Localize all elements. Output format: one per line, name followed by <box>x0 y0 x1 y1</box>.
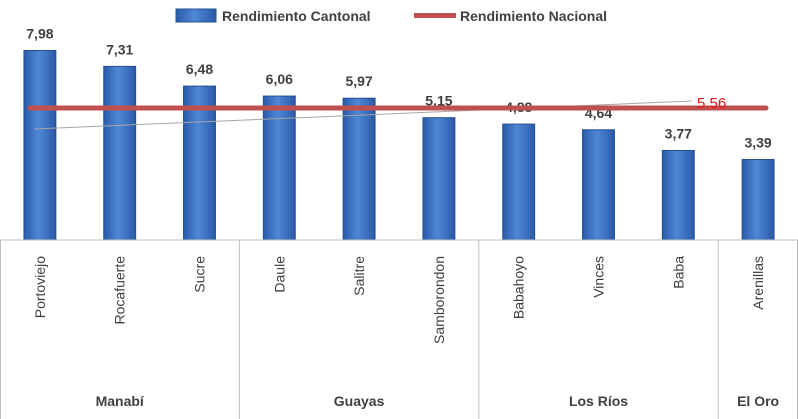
category-label-rocafuerte: Rocafuerte <box>112 256 128 325</box>
legend-label-nacional: Rendimiento Nacional <box>460 8 607 24</box>
group-label-manabí: Manabí <box>96 393 145 409</box>
category-label-vinces: Vinces <box>591 256 607 298</box>
bar-samborondon <box>422 117 456 241</box>
category-label-babahoyo: Babahoyo <box>511 256 527 319</box>
category-label-salitre: Salitre <box>351 256 367 296</box>
value-label-arenillas: 3,39 <box>744 134 771 150</box>
category-labels: Portoviejo Rocafuerte Sucre Daule Salitre Sam… <box>32 256 766 344</box>
value-label-sucre: 6,48 <box>186 61 213 77</box>
category-label-sucre: Sucre <box>192 256 208 293</box>
bar-baba <box>661 149 695 241</box>
bar-arenillas <box>741 158 775 241</box>
bars <box>23 49 775 241</box>
group-labels: Manabí Guayas Los Ríos El Oro <box>96 393 780 409</box>
reference-value-label: 5.56 <box>697 95 726 112</box>
legend-swatch-cantonal <box>175 8 217 23</box>
value-labels: 7,987,316,486,065,975,154,884,643,773,39 <box>26 25 772 150</box>
category-label-daule: Daule <box>271 256 287 293</box>
group-label-el-oro: El Oro <box>737 393 779 409</box>
category-label-samborondon: Samborondon <box>431 256 447 344</box>
value-label-rocafuerte: 7,31 <box>106 41 133 57</box>
value-label-salitre: 5,97 <box>345 73 372 89</box>
category-label-baba: Baba <box>670 256 686 289</box>
bar-vinces <box>582 129 615 241</box>
category-label-portoviejo: Portoviejo <box>32 256 48 318</box>
bar-babahoyo <box>502 123 536 241</box>
bar-salitre <box>342 97 376 241</box>
group-label-los-ríos: Los Ríos <box>569 393 628 409</box>
bar-rocafuerte <box>103 65 137 241</box>
bar-portoviejo <box>23 49 57 241</box>
legend-label-cantonal: Rendimiento Cantonal <box>222 8 371 24</box>
value-label-samborondon: 5,15 <box>425 93 452 109</box>
bar-daule <box>262 95 296 241</box>
value-label-baba: 3,77 <box>665 125 692 141</box>
value-label-portoviejo: 7,98 <box>26 25 53 41</box>
group-label-guayas: Guayas <box>334 393 385 409</box>
category-label-arenillas: Arenillas <box>750 256 766 310</box>
legend: Rendimiento Cantonal Rendimiento Naciona… <box>175 8 607 24</box>
value-label-daule: 6,06 <box>266 71 293 87</box>
